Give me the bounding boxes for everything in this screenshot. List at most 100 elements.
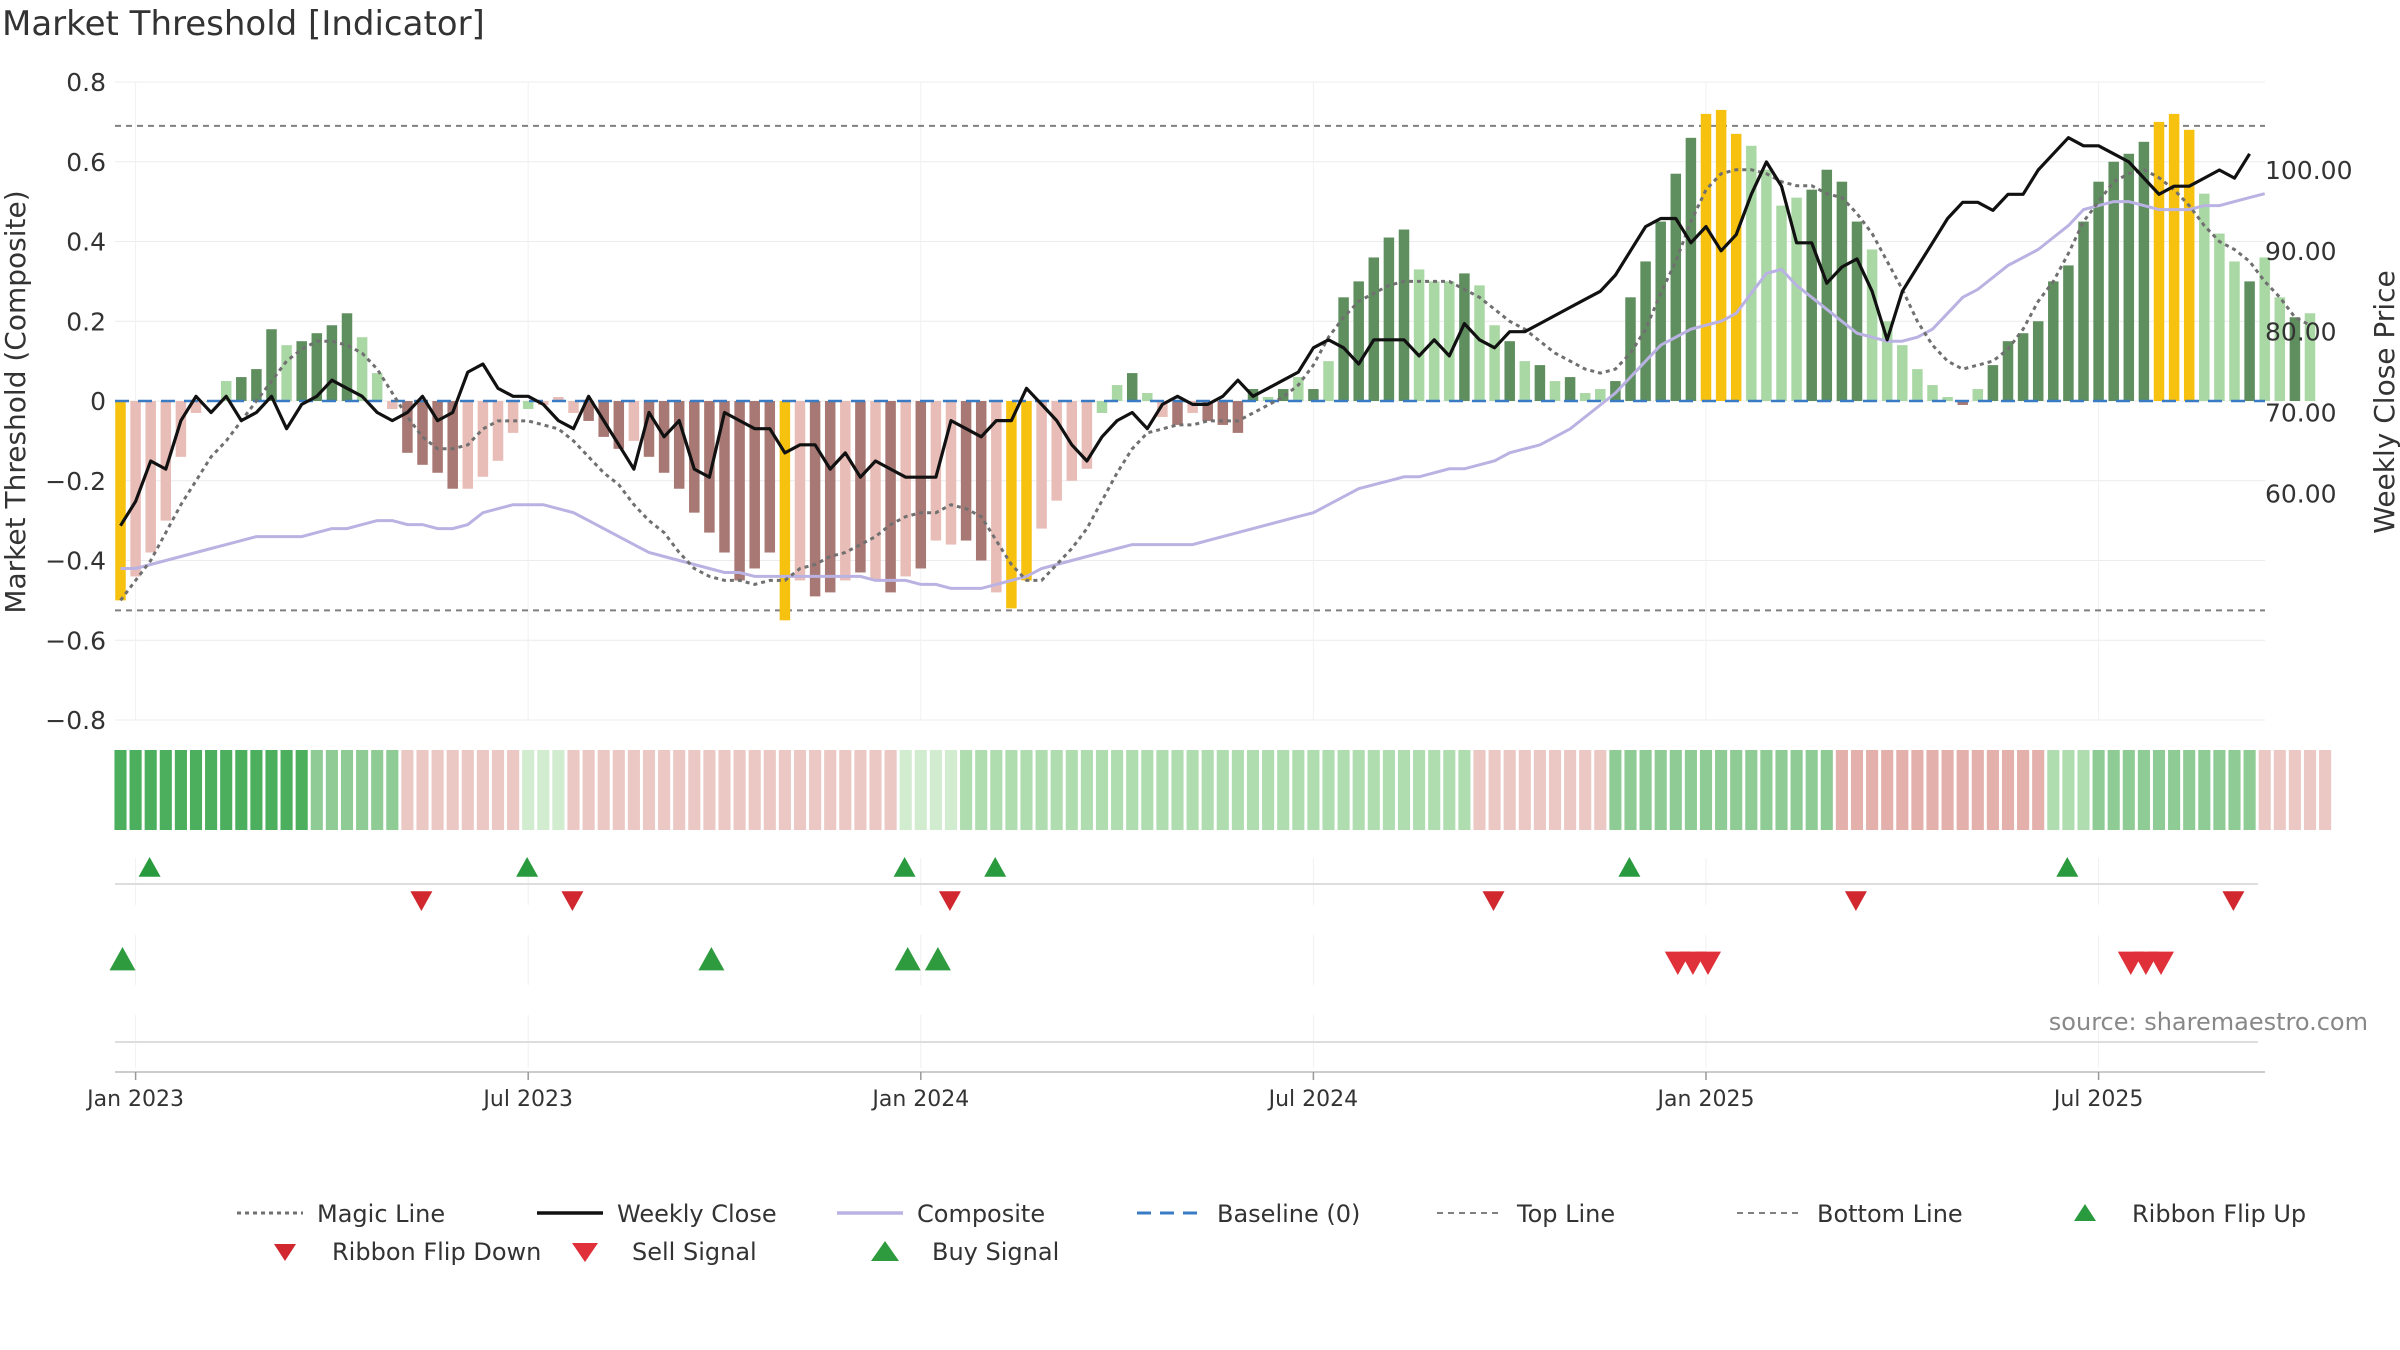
- composite-bar: [1398, 229, 1410, 401]
- ribbon-cell: [1352, 750, 1365, 830]
- x-tick-label: Jul 2025: [2052, 1087, 2144, 1112]
- ribbon-cell: [1911, 750, 1924, 830]
- composite-bar: [160, 401, 172, 521]
- composite-bar: [2002, 341, 2014, 401]
- sell-signal-marker: [2148, 951, 2174, 975]
- composite-bar: [1866, 249, 1878, 401]
- ribbon-cell: [899, 750, 912, 830]
- ribbon-cell: [854, 750, 867, 830]
- ribbon-cell: [2273, 750, 2286, 830]
- ribbon-cell: [1669, 750, 1682, 830]
- x-tick-label: Jan 2023: [85, 1087, 184, 1112]
- ribbon-cell: [2303, 750, 2317, 830]
- composite-bar: [870, 401, 881, 581]
- ribbon-flip-down-marker: [410, 891, 433, 911]
- ribbon-cell: [869, 750, 882, 830]
- composite-bar: [1262, 397, 1274, 401]
- composite-bar: [1670, 173, 1682, 401]
- ribbon-cell: [688, 750, 701, 830]
- composite-bar: [432, 401, 443, 473]
- composite-bar: [341, 313, 353, 401]
- ribbon-cell: [809, 750, 822, 830]
- ribbon-cell: [1639, 750, 1652, 830]
- axes: 0.8 0.6 0.4 0.2 0 −0.2 −0.4 −0.6 −0.8 100.00 90.00…: [0, 68, 2400, 735]
- legend-label: Baseline (0): [1217, 1200, 1361, 1228]
- composite-bar: [1126, 373, 1138, 401]
- ribbon-cell: [461, 750, 474, 830]
- composite-bar: [2183, 129, 2195, 401]
- ribbon-cell: [325, 750, 338, 830]
- legend-item-baseline: Baseline (0): [1135, 1200, 1360, 1228]
- ribbon-cell: [129, 750, 142, 830]
- composite-bar: [1549, 381, 1561, 401]
- ribbon-cell: [2001, 750, 2015, 830]
- buy-signal-marker: [109, 947, 136, 971]
- composite-bar: [1308, 389, 1319, 401]
- composite-bar: [190, 401, 202, 413]
- composite-bar: [719, 401, 730, 553]
- ribbon-cell: [1715, 750, 1728, 830]
- ribbon-flip-down-marker: [1482, 891, 1505, 911]
- legend-item-sell: Sell Signal: [550, 1238, 757, 1266]
- ribbon-cell: [1065, 750, 1078, 830]
- ribbon-cell: [1971, 750, 1984, 830]
- composite-bar: [2244, 281, 2255, 401]
- composite-bar: [689, 401, 700, 513]
- composite-bar: [1066, 401, 1078, 481]
- y-left-tick-label: 0.6: [66, 148, 106, 177]
- gridlines: [115, 81, 2265, 1068]
- ribbon-cell: [1367, 750, 1380, 830]
- composite-bar: [991, 401, 1002, 593]
- composite-bar: [840, 401, 851, 581]
- composite-bar: [145, 401, 156, 553]
- composite-bar: [2108, 161, 2119, 401]
- ribbon-cell: [552, 750, 565, 830]
- ribbon-cell: [2198, 750, 2211, 830]
- legend-swatch-bottom: [1737, 1212, 1803, 1214]
- ribbon-cell: [446, 750, 459, 830]
- composite-bar: [1187, 401, 1198, 413]
- ribbon-cell: [401, 750, 414, 830]
- y-left-tick-label: 0: [90, 387, 106, 416]
- ribbon-cell: [2032, 750, 2045, 830]
- legend-label: Ribbon Flip Down: [332, 1238, 542, 1266]
- composite-bar: [1096, 401, 1108, 413]
- ribbon-cell: [220, 750, 233, 830]
- composite-bar: [2123, 153, 2135, 401]
- ribbon-cell: [386, 750, 399, 830]
- ribbon-cell: [1941, 750, 1954, 830]
- magic-line: [119, 168, 2311, 602]
- ribbon-cell: [2243, 750, 2256, 830]
- buy-signal-marker: [894, 947, 921, 971]
- ribbon-cell: [778, 750, 791, 830]
- ribbon-cell: [2168, 750, 2181, 830]
- composite-bar: [1489, 325, 1500, 401]
- legend-swatch-composite: [837, 1211, 903, 1215]
- ribbon-cell: [1684, 750, 1697, 830]
- y-left-tick-label: −0.4: [45, 547, 106, 576]
- ribbon-cell: [2077, 750, 2090, 830]
- composite-bar: [1277, 389, 1289, 401]
- ribbon-cell: [2137, 750, 2150, 830]
- ribbon-cell: [2183, 750, 2196, 830]
- composite-bar: [296, 341, 307, 401]
- y-left-tick-label: −0.8: [45, 706, 106, 735]
- composite-bar: [643, 401, 655, 457]
- legend-item-composite: Composite: [835, 1200, 1045, 1228]
- composite-bar: [2289, 317, 2301, 401]
- composite-bar: [1927, 385, 1938, 401]
- composite-bar: [1021, 401, 1032, 581]
- composite-bar: [1217, 401, 1229, 425]
- ribbon-cell: [174, 750, 187, 830]
- composite-bar: [1051, 401, 1062, 501]
- composite-bar: [2093, 181, 2104, 401]
- y-right-tick-label: 70.00: [2265, 399, 2337, 428]
- composite-bar: [130, 401, 141, 577]
- buy-signal-marker: [924, 947, 951, 971]
- ribbon-cell: [2062, 750, 2075, 830]
- ribbon-cell: [1473, 750, 1486, 830]
- composite-bar: [1972, 389, 1984, 401]
- chart-title: Market Threshold [Indicator]: [2, 4, 485, 44]
- ribbon-cell: [1277, 750, 1290, 830]
- composite-bar: [945, 401, 957, 545]
